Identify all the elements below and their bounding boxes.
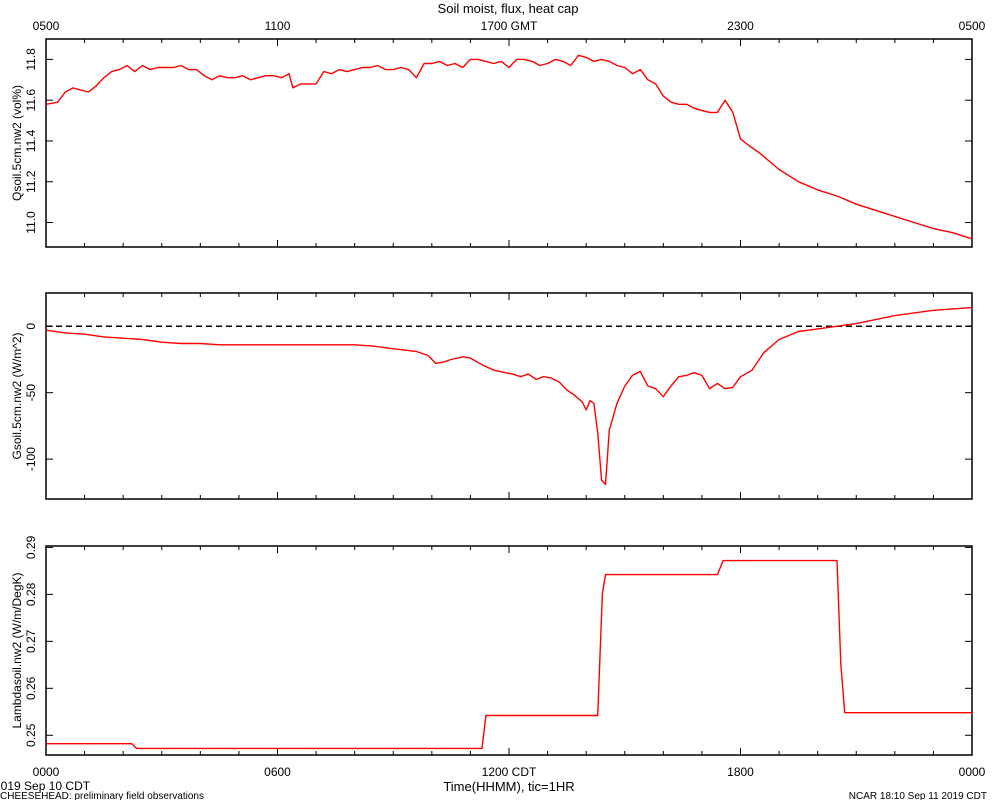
- soil-moisture-series-line: [45, 54, 973, 240]
- y-tick-label: 0.28: [24, 582, 38, 606]
- bottom-tick-label: 0600: [264, 765, 291, 779]
- top-tick-label: 0500: [959, 19, 986, 33]
- chart-title: Soil moist, flux, heat cap: [438, 1, 579, 16]
- y-tick-label: 0: [24, 323, 38, 330]
- bottom-tick-label: 1800: [727, 765, 754, 779]
- y-axis-label: Qsoil.5cm.nw2 (vol%): [10, 85, 24, 201]
- y-tick-label: 0.25: [24, 723, 38, 747]
- y-axis-label: Lambdasoil.nw2 (W/m/DegK): [10, 572, 24, 728]
- y-axis-label: Gsoil.5cm.nw2 (W/m^2): [10, 333, 24, 460]
- y-tick-label: 0.26: [24, 676, 38, 700]
- y-tick-label: 0.29: [24, 535, 38, 559]
- y-tick-label: 11.2: [24, 170, 38, 193]
- top-tick-label: 1100: [265, 19, 291, 33]
- y-tick-label: -100: [24, 447, 38, 471]
- top-axis-ticks: 0500 1100 1700 GMT 2300 0500: [33, 19, 986, 33]
- bottom-tick-label: 0000: [33, 765, 60, 779]
- bottom-tick-label: 1200 CDT: [482, 765, 537, 779]
- y-tick-label: 11.4: [24, 129, 38, 152]
- footer-project: CHEESEHEAD: preliminary field observatio…: [0, 791, 204, 800]
- y-tick-label: 0.27: [24, 629, 38, 653]
- soil-conductivity-frame: [45, 545, 973, 756]
- bottom-tick-label: 0000: [959, 765, 986, 779]
- soil-heat-flux-series-line: [45, 306, 973, 486]
- top-tick-label: 0500: [33, 19, 60, 33]
- top-tick-label: 1700 GMT: [481, 19, 538, 33]
- x-axis-label: Time(HHMM), tic=1HR: [443, 779, 574, 794]
- y-tick-label: 11.0: [24, 211, 38, 234]
- footer-date: 2019 Sep 10 CDT: [0, 779, 91, 793]
- bottom-axis-ticks: 0000 0600 1200 CDT 1800 0000: [33, 765, 986, 779]
- y-tick-label: 11.6: [24, 89, 38, 112]
- y-tick-label: -50: [24, 384, 38, 402]
- y-tick-label: 11.8: [24, 48, 38, 71]
- soil-heat-flux-frame: [45, 292, 973, 500]
- soil-moisture-frame: [45, 38, 973, 248]
- soil-conductivity-series-line: [46, 559, 972, 750]
- top-tick-label: 2300: [727, 19, 754, 33]
- footer-credit: NCAR 18:10 Sep 11 2019 CDT: [849, 791, 987, 800]
